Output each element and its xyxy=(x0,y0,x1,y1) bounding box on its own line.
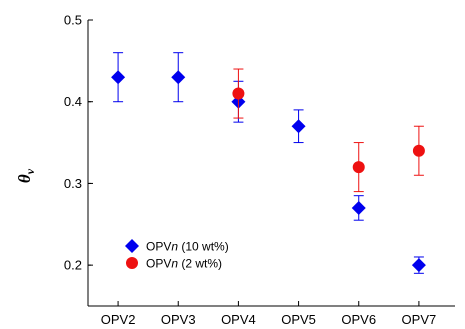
data-point xyxy=(291,119,306,134)
series-2 xyxy=(232,68,425,193)
plot-frame xyxy=(87,20,455,307)
y-axis-ticks: 0.2 0.3 0.4 0.5 xyxy=(64,13,93,273)
x-tick-label: OPV6 xyxy=(341,312,376,327)
x-tick-label: OPV5 xyxy=(281,312,316,327)
x-tick-label: OPV7 xyxy=(402,312,437,327)
data-point xyxy=(352,161,365,174)
data-point xyxy=(232,87,245,100)
legend-label-prefix: OPV xyxy=(146,240,171,254)
data-point xyxy=(111,70,126,85)
legend: OPVn (10 wt%)OPVn (2 wt%) xyxy=(125,239,229,271)
y-tick-label: 0.2 xyxy=(64,258,82,273)
y-axis-label-main: θ xyxy=(15,174,34,183)
data-point xyxy=(171,70,186,85)
y-tick-label: 0.3 xyxy=(64,176,82,191)
x-tick-label: OPV3 xyxy=(161,312,196,327)
data-point xyxy=(351,200,366,215)
data-point xyxy=(411,258,426,273)
y-axis-label: θv xyxy=(15,168,37,183)
legend-label-suffix: (10 wt%) xyxy=(178,240,229,254)
legend-label-1: OPVn (10 wt%) xyxy=(146,240,229,254)
legend-label-2: OPVn (2 wt%) xyxy=(146,257,222,271)
x-tick-label: OPV2 xyxy=(101,312,136,327)
series-layer xyxy=(111,52,426,274)
x-axis-ticks: OPV2 OPV3 OPV4 OPV5 OPV6 OPV7 xyxy=(101,301,437,327)
legend-marker-1 xyxy=(125,239,139,253)
x-tick-label: OPV4 xyxy=(221,312,256,327)
legend-label-italic: n xyxy=(171,257,178,271)
y-tick-label: 0.5 xyxy=(64,13,82,28)
legend-marker-2 xyxy=(126,257,138,269)
legend-label-italic: n xyxy=(171,240,178,254)
legend-label-prefix: OPV xyxy=(146,257,171,271)
y-tick-label: 0.4 xyxy=(64,94,82,109)
legend-label-suffix: (2 wt%) xyxy=(178,257,222,271)
y-axis-label-sub: v xyxy=(23,168,37,174)
data-point xyxy=(412,144,425,157)
